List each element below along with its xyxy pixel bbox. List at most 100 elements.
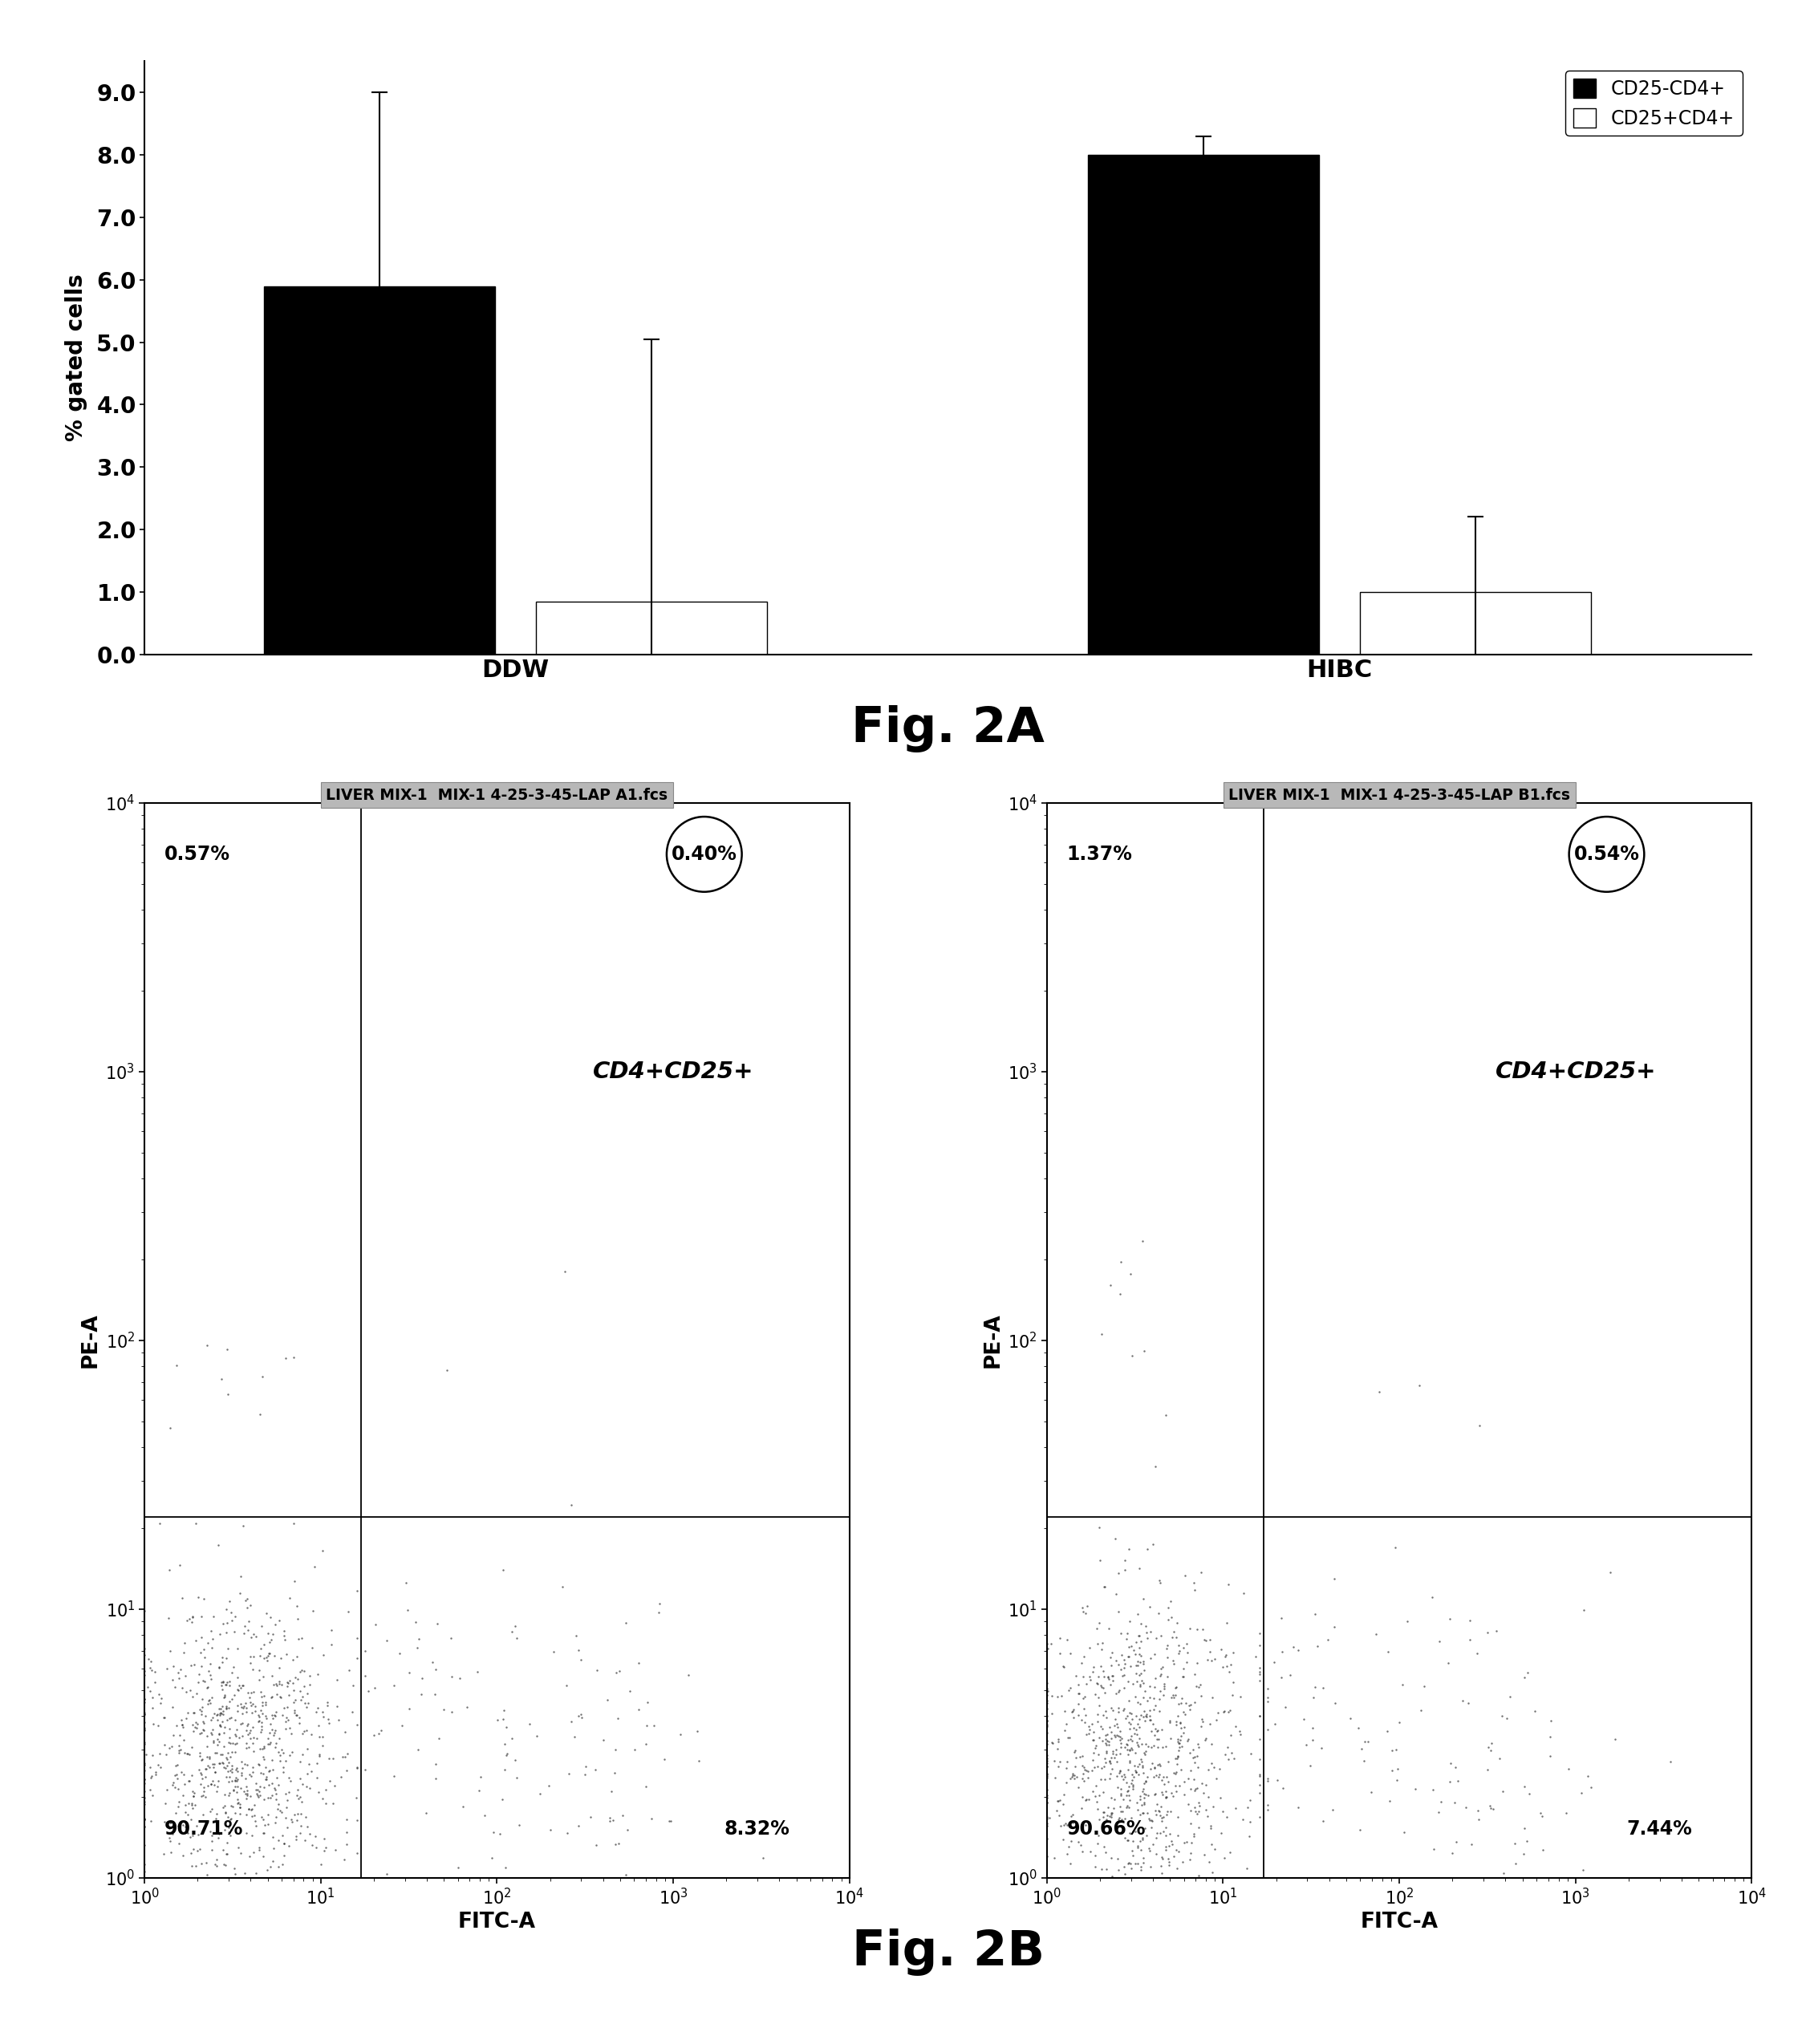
Point [215,1815,244,1848]
Point [1143,1795,1172,1827]
Point [1085,1543,1114,1576]
Point [1438,1838,1466,1870]
Point [1228,1803,1257,1836]
Point [1067,1793,1096,1825]
Point [1132,1727,1161,1760]
Point [1085,1721,1114,1754]
Point [255,1754,284,1786]
Point [172,1797,200,1829]
Point [220,1719,249,1752]
Point [1107,1731,1136,1764]
Point [1212,1607,1241,1639]
Point [1176,1688,1205,1721]
Point [280,1506,309,1539]
Point [1145,1748,1174,1780]
Point [580,1862,609,1895]
Point [1488,1701,1517,1733]
Point [168,1582,197,1615]
Point [1107,1245,1136,1278]
Point [1111,1731,1140,1764]
Bar [264,286,495,654]
Point [327,1741,356,1774]
Point [238,1752,267,1784]
Point [1107,1795,1136,1827]
Point [1246,1617,1275,1650]
Point [1515,1778,1544,1811]
Point [1158,1827,1187,1860]
Point [1174,1688,1203,1721]
Point [137,1654,166,1686]
Point [208,1705,237,1737]
Point [179,1780,208,1813]
Point [1132,1760,1161,1793]
Point [1457,1827,1486,1860]
Point [321,1833,350,1866]
Point [320,1770,349,1803]
Point [247,1633,276,1666]
Point [1107,1795,1136,1827]
Point [237,1795,265,1827]
Point [1125,1668,1154,1701]
Point [226,1672,255,1705]
Point [188,1705,217,1737]
Point [1143,1786,1172,1819]
Point [273,1666,302,1699]
Point [260,1772,289,1805]
Point [282,1778,311,1811]
Point [1477,1727,1506,1760]
Point [1103,1711,1132,1744]
Point [1111,1803,1140,1836]
Point [1246,1760,1275,1793]
Point [190,1799,219,1831]
Point [271,1341,300,1374]
Point [186,1694,215,1727]
Point [1060,1735,1089,1768]
Point [269,1615,298,1647]
Point [1033,1750,1062,1782]
Point [1062,1741,1091,1774]
Point [1089,1627,1118,1660]
Point [1129,1701,1158,1733]
Point [206,1711,235,1744]
Point [269,1619,298,1652]
Point [1046,1637,1075,1670]
Point [172,1811,200,1844]
Point [280,1697,309,1729]
Point [1347,1731,1376,1764]
Point [209,1791,238,1823]
Point [1246,1768,1275,1801]
Point [222,1633,251,1666]
Point [159,1766,188,1799]
Point [237,1819,265,1852]
Point [296,1754,325,1786]
Point [1127,1788,1156,1821]
Point [213,1633,242,1666]
Point [157,1807,186,1840]
Point [1174,1635,1203,1668]
Point [350,1660,379,1692]
Point [1098,1735,1127,1768]
Point [249,1739,278,1772]
Point [291,1686,320,1719]
Point [163,1772,191,1805]
Point [1161,1756,1190,1788]
Point [186,1699,215,1731]
Point [1185,1731,1214,1764]
Point [238,1756,267,1788]
Point [258,1660,287,1692]
Point [303,1776,332,1809]
Point [188,1650,217,1682]
Point [269,1827,298,1860]
Point [231,1862,260,1895]
Point [208,1746,237,1778]
Point [1383,1764,1412,1797]
Point [215,1584,244,1617]
Point [298,1862,327,1895]
Point [222,1776,251,1809]
Point [1147,1658,1176,1690]
Point [226,1838,255,1870]
Point [247,1697,276,1729]
Point [251,1764,280,1797]
Point [251,1686,280,1719]
Point [1362,1619,1391,1652]
